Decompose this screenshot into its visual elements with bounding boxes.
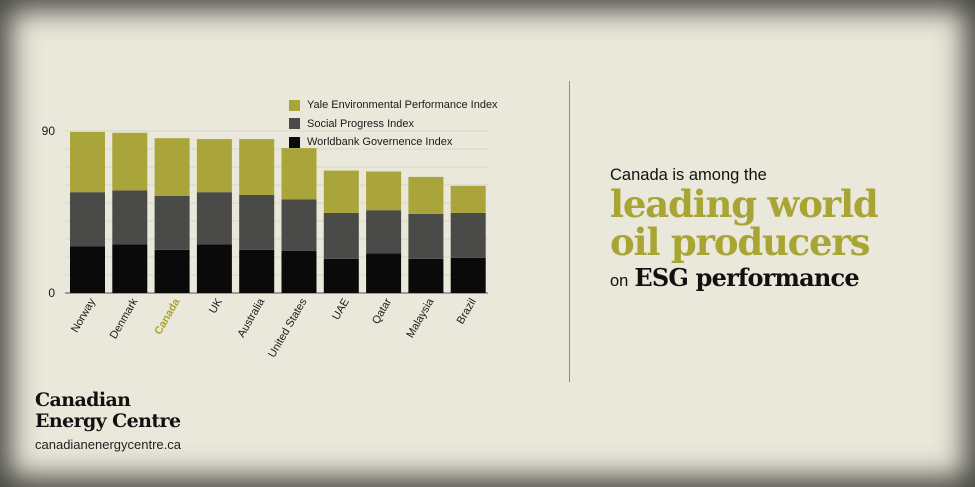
x-tick-label: Qatar	[370, 296, 394, 326]
bar-segment	[281, 148, 317, 200]
y-tick-label: 90	[42, 124, 56, 138]
bar-segment	[196, 192, 232, 245]
headline-closing: on ESG performance	[610, 263, 878, 292]
brand-url: canadianenergycentre.ca	[35, 437, 181, 452]
legend-label: Social Progress Index	[307, 117, 414, 130]
x-tick-label: Malaysia	[404, 296, 437, 340]
bar-segment	[450, 185, 486, 213]
bar-segment	[408, 213, 444, 259]
legend-label: Yale Environmental Performance Index	[307, 99, 498, 112]
legend-label: Worldbank Governence Index	[307, 136, 453, 149]
brand-name-line2: Energy Centre	[35, 410, 181, 432]
chart-legend: Yale Environmental Performance Index Soci…	[289, 96, 498, 152]
bar-segment	[366, 171, 402, 211]
x-tick-label: UAE	[330, 297, 352, 323]
brand-block: Canadian Energy Centre canadianenergycen…	[35, 389, 181, 453]
legend-swatch	[289, 99, 300, 111]
bar-segment	[281, 199, 317, 251]
bar-segment	[366, 210, 402, 254]
y-tick-label: 0	[48, 286, 55, 300]
headline-emphasis-line2: oil producers	[610, 220, 870, 264]
bar-segment	[323, 212, 359, 259]
headline: Canada is among the leading world oil pr…	[610, 165, 879, 292]
x-tick-label: UK	[207, 296, 225, 316]
bar-segment	[112, 244, 148, 293]
bar-segment	[70, 192, 105, 247]
bar-segment	[154, 138, 190, 196]
bar-segment	[323, 170, 359, 213]
bar-segment	[112, 132, 148, 191]
headline-emphasis-line1: leading world	[610, 182, 879, 226]
bar-segment	[323, 258, 359, 293]
bar-segment	[450, 212, 486, 258]
headline-prefix: on	[610, 272, 629, 290]
legend-swatch	[289, 136, 300, 148]
bar-segment	[450, 257, 486, 293]
bar-segment	[239, 249, 275, 293]
bar-segment	[366, 253, 402, 293]
bar-segment	[408, 176, 444, 214]
bar-segment	[239, 194, 275, 250]
x-tick-label: Denmark	[108, 296, 141, 341]
legend-swatch	[289, 118, 300, 130]
bar-segment	[70, 131, 105, 193]
bar-segment	[239, 139, 275, 195]
bar-segment	[154, 195, 190, 250]
legend-item: Social Progress Index	[289, 115, 498, 134]
legend-item: Worldbank Governence Index	[289, 133, 498, 152]
x-tick-label: Canada	[152, 296, 183, 337]
stacked-bar-chart: 0 90 Norway Denmark Canada UK AustraliaUnited …	[42, 124, 488, 360]
brand-name-line1: Canadian	[35, 389, 131, 411]
bar-segment	[70, 246, 105, 293]
bar-segment	[154, 249, 190, 293]
x-tick-label: Norway	[69, 296, 98, 335]
bar-segment	[281, 250, 317, 293]
headline-intro: Canada is among the	[610, 166, 767, 184]
legend-item: Yale Environmental Performance Index	[289, 96, 498, 115]
x-tick-label: United States	[266, 296, 310, 360]
x-tick-label: Brazil	[455, 297, 479, 327]
bar-segment	[196, 139, 232, 193]
bar-segment	[408, 258, 444, 293]
headline-esg: ESG performance	[634, 263, 859, 292]
bar-segment	[196, 244, 232, 293]
x-tick-label: Australia	[236, 296, 268, 340]
vertical-divider	[569, 81, 570, 382]
bar-segment	[112, 190, 148, 245]
